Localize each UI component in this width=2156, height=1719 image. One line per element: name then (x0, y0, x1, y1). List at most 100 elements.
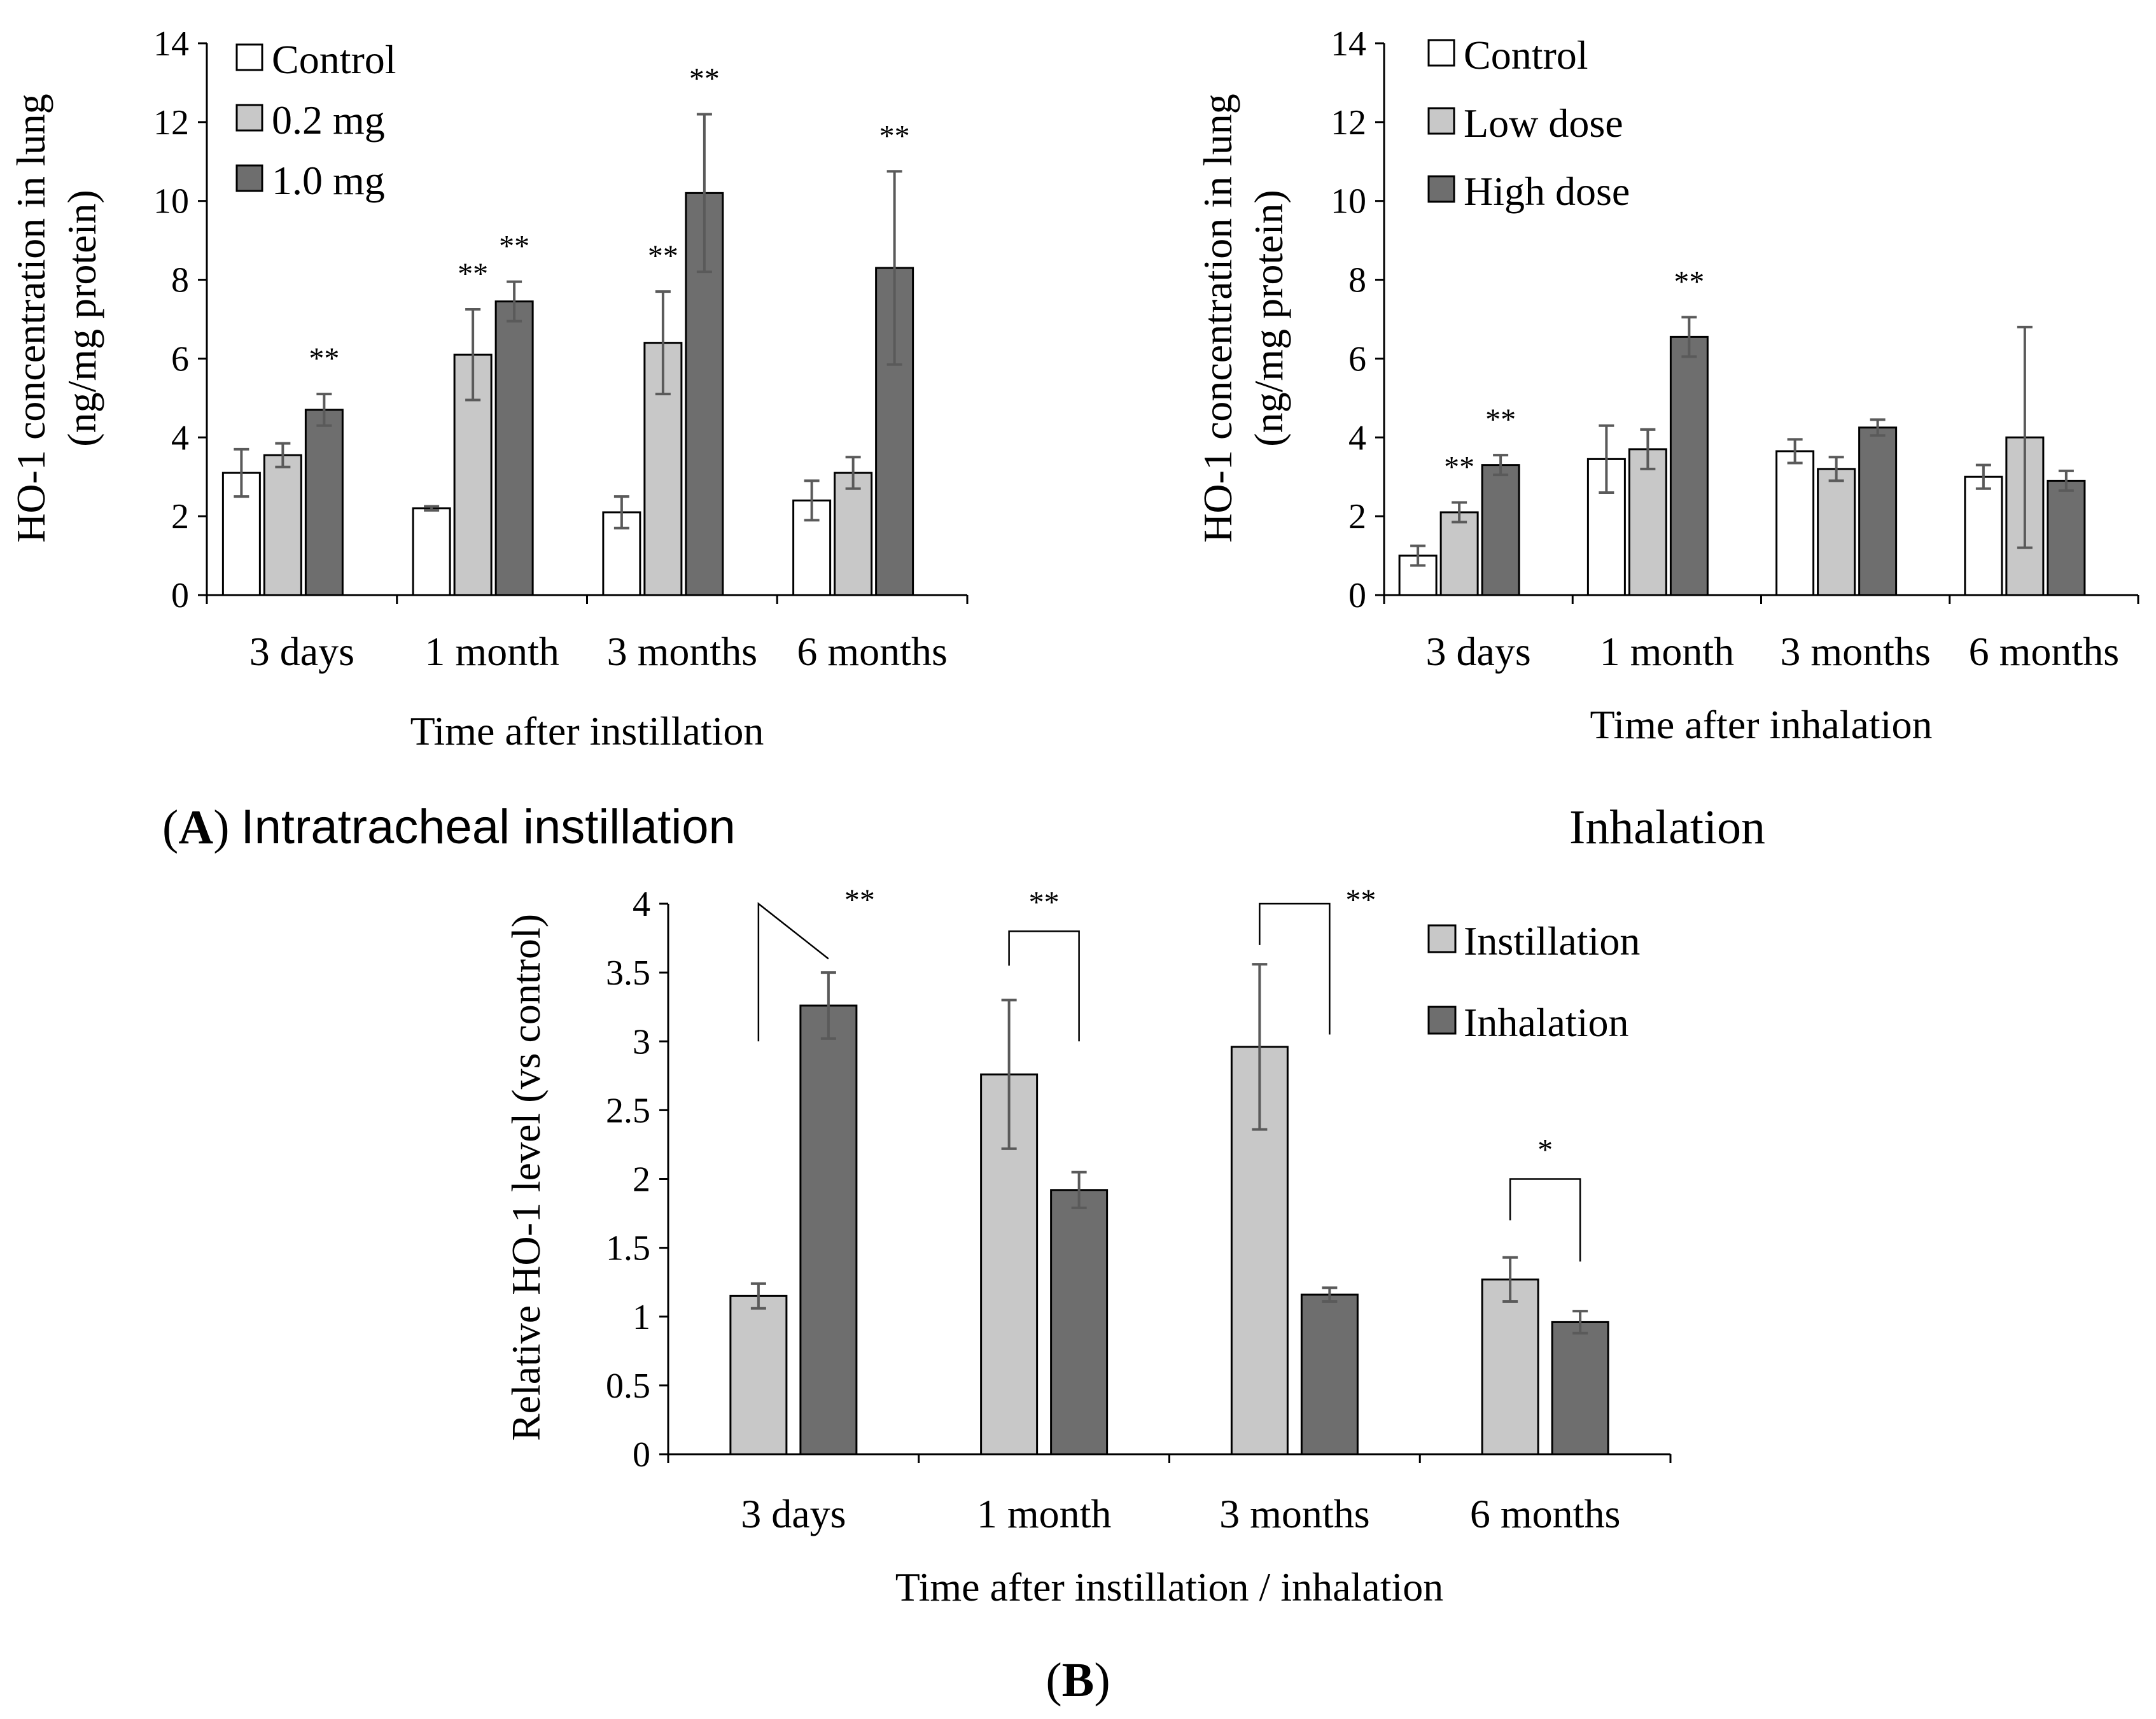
x-tick-label-1-month: 1 month (977, 1491, 1112, 1536)
significance-bracket (1259, 902, 1331, 1035)
y-tick-label: 8 (1348, 261, 1366, 300)
bar-inhalation-6-months (1551, 1321, 1609, 1456)
significance-marker: ** (1674, 265, 1704, 298)
caption-b-letter: B (1062, 1653, 1095, 1707)
y-tick-label: 3.5 (606, 953, 650, 993)
x-tick-label-3-days: 3 days (249, 629, 354, 674)
significance-marker: ** (648, 239, 678, 273)
significance-marker: * (1537, 1133, 1553, 1167)
legend-label-1-0-mg: 1.0 mg (272, 158, 385, 203)
significance-marker: ** (879, 119, 910, 153)
significance-marker: ** (1444, 450, 1474, 484)
y-axis-label-line2: (ng/mg protein) (59, 190, 104, 446)
chart-a-left: 0 2 4 6 8 10 12 14 3 days 1 month 3 months 6 months… (8, 24, 969, 754)
y-tick-label: 0 (1348, 576, 1366, 615)
y-tick-label: 0.5 (606, 1366, 650, 1406)
bar-1-0-mg-1-month (494, 300, 534, 596)
legend-swatch-high-dose (1427, 175, 1455, 203)
significance-marker: ** (499, 230, 529, 263)
y-tick-label: 0 (633, 1435, 650, 1475)
caption-a-text: Intratracheal instillation (241, 800, 736, 854)
caption-b: (B) (1046, 1653, 1110, 1707)
legend-swatch-0-2-mg (235, 104, 263, 132)
bar-inhalation-1-month (1050, 1189, 1109, 1456)
bar-high-dose-6-months (2047, 479, 2086, 596)
x-tick-label-3-days: 3 days (741, 1491, 846, 1536)
significance-marker: ** (458, 257, 488, 291)
legend-label-instillation: Instillation (1464, 918, 1640, 964)
y-axis-label-line2: (ng/mg protein) (1246, 190, 1291, 446)
bar-high-dose-3-months (1858, 426, 1898, 596)
legend-swatch-control (235, 43, 263, 71)
y-tick-label: 14 (153, 24, 189, 64)
bar-instillation-3-days (729, 1295, 788, 1456)
y-axis-label: Relative HO-1 level (vs control) (503, 914, 549, 1441)
y-tick-label: 2 (1348, 497, 1366, 537)
bar-0-2-mg-3-days (263, 454, 302, 596)
chart-b: 0 0.5 1 1.5 2 2.5 3 3.5 4 3 days 1 month 3 months 6 … (503, 883, 1672, 1610)
significance-marker: ** (844, 883, 875, 917)
x-tick-label-3-months: 3 months (607, 629, 757, 674)
legend-label-control: Control (272, 37, 396, 82)
y-tick-label: 2 (633, 1160, 650, 1200)
y-tick-label: 3 (633, 1022, 650, 1062)
legend-swatch-instillation (1427, 924, 1457, 953)
y-tick-label: 4 (171, 418, 189, 458)
x-tick-label-6-months: 6 months (1969, 629, 2119, 674)
bar-low-dose-3-months (1817, 468, 1856, 596)
legend-swatch-1-0-mg (235, 164, 263, 192)
bar-low-dose-3-days (1439, 511, 1479, 596)
bar-inhalation-3-days (799, 1004, 858, 1456)
significance-bracket (1509, 1178, 1581, 1262)
y-tick-label: 6 (1348, 339, 1366, 379)
y-tick-label: 4 (633, 885, 650, 924)
caption-a: (A) Intratracheal instillation (162, 800, 736, 854)
y-tick-label: 12 (1331, 103, 1366, 143)
y-tick-label: 2.5 (606, 1091, 650, 1130)
y-tick-label: 10 (153, 182, 189, 221)
x-tick-label-6-months: 6 months (1470, 1491, 1620, 1536)
bar-control-6-months (1964, 475, 2003, 596)
significance-marker: ** (1485, 403, 1516, 437)
y-tick-label: 12 (153, 103, 189, 143)
chart-a-right: 0 2 4 6 8 10 12 14 3 days 1 month 3 months 6 months… (1195, 24, 2139, 747)
legend-label-high-dose: High dose (1464, 169, 1630, 214)
y-tick-label: 1.5 (606, 1229, 650, 1268)
bar-instillation-6-months (1481, 1278, 1539, 1456)
legend-label-low-dose: Low dose (1464, 101, 1623, 146)
x-axis-label: Time after instillation (410, 708, 764, 754)
x-tick-label-3-months: 3 months (1780, 629, 1930, 674)
y-tick-label: 14 (1331, 24, 1366, 64)
y-tick-label: 0 (171, 576, 189, 615)
y-axis-label-line1: HO-1 concentration in lung (8, 94, 53, 543)
caption-a-letter: A (178, 801, 213, 854)
x-tick-label-3-months: 3 months (1219, 1491, 1369, 1536)
bar-control-3-months (1775, 450, 1815, 596)
legend-label-inhalation: Inhalation (1464, 1000, 1628, 1045)
bar-0-2-mg-6-months (834, 472, 873, 596)
bar-1-0-mg-3-days (304, 409, 344, 596)
bar-low-dose-1-month (1628, 448, 1667, 596)
x-axis-label: Time after instillation / inhalation (895, 1564, 1444, 1610)
legend-label-0-2-mg: 0.2 mg (272, 97, 385, 143)
y-tick-label: 10 (1331, 182, 1366, 221)
x-tick-label-1-month: 1 month (1600, 629, 1735, 674)
significance-bracket (757, 902, 829, 1042)
y-tick-label: 2 (171, 497, 189, 537)
caption-a-right: Inhalation (1569, 801, 1765, 854)
y-tick-label: 6 (171, 339, 189, 379)
y-tick-label: 4 (1348, 418, 1366, 458)
x-tick-label-3-days: 3 days (1425, 629, 1530, 674)
legend-swatch-low-dose (1427, 107, 1455, 135)
legend-label-control: Control (1464, 32, 1588, 78)
legend-swatch-inhalation (1427, 1006, 1457, 1035)
x-tick-label-1-month: 1 month (424, 629, 559, 674)
y-tick-label: 1 (633, 1298, 650, 1337)
y-tick-label: 8 (171, 261, 189, 300)
y-axis-label-line1: HO-1 concentration in lung (1195, 94, 1240, 543)
bar-high-dose-1-month (1669, 335, 1709, 596)
significance-marker: ** (309, 342, 339, 375)
significance-marker: ** (1345, 883, 1376, 917)
significance-marker: ** (1029, 885, 1060, 919)
